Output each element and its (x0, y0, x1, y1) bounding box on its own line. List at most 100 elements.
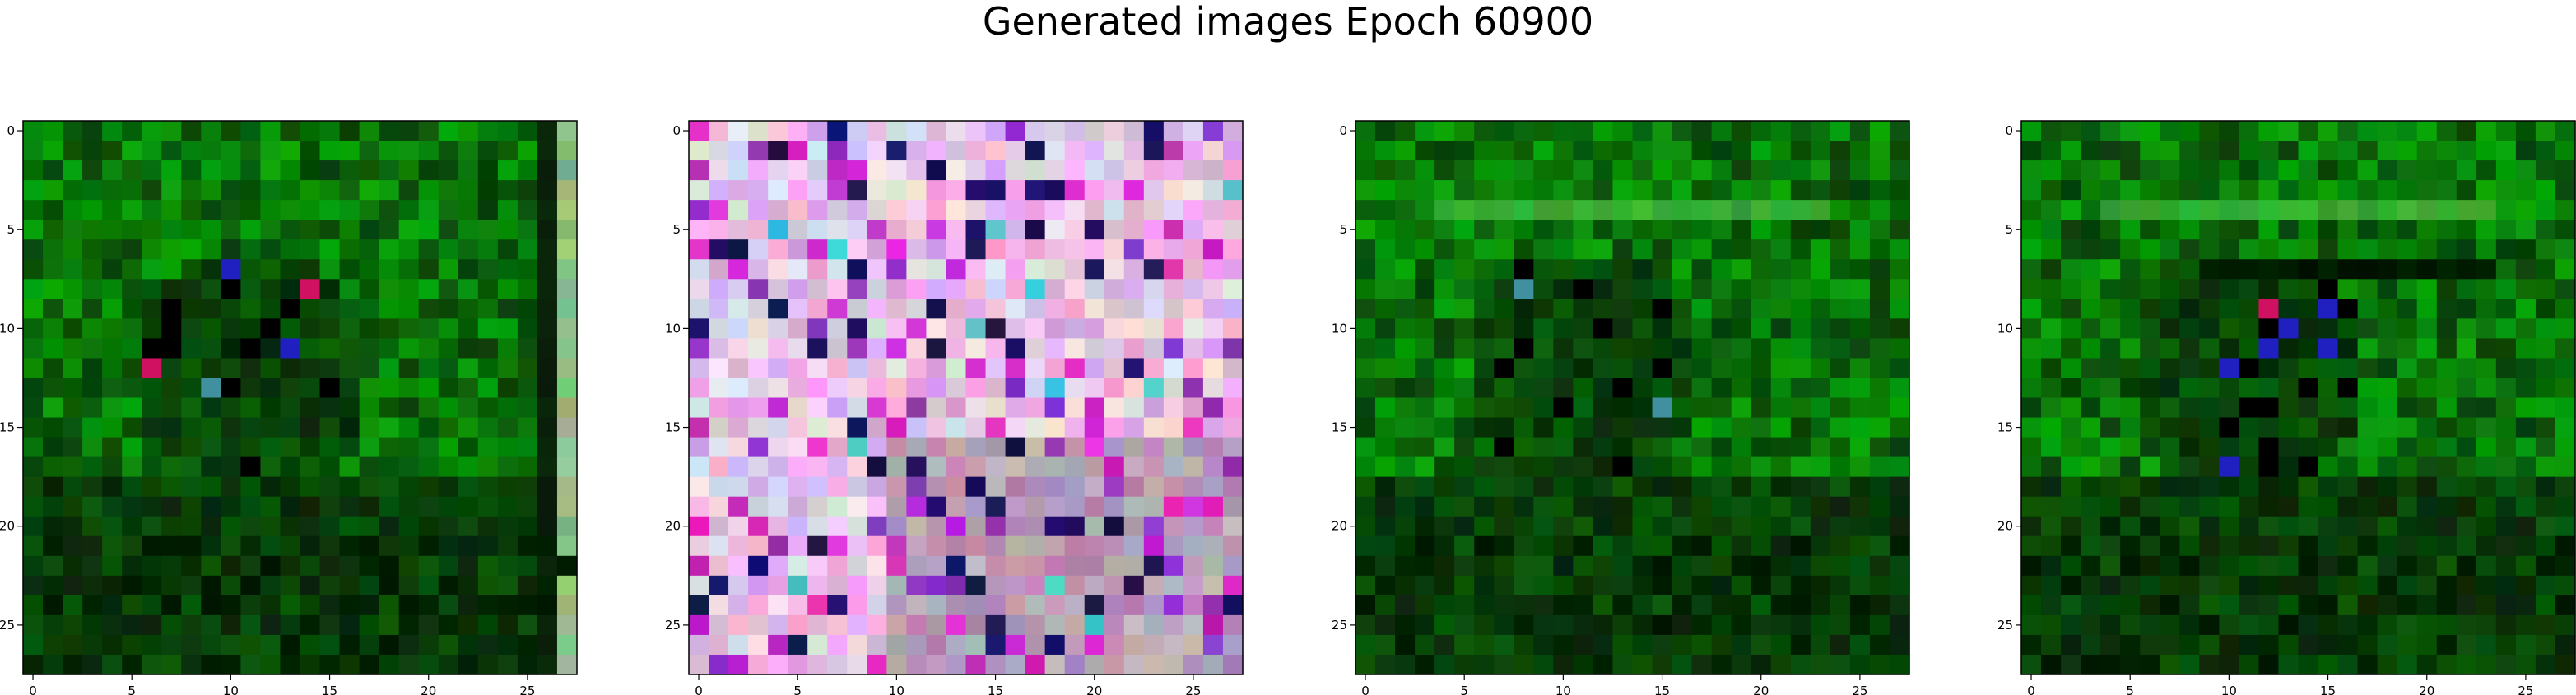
pixel (965, 397, 987, 419)
pixel (1810, 496, 1831, 517)
pixel (1869, 476, 1890, 498)
pixel (260, 555, 281, 577)
pixel (965, 338, 987, 359)
pixel (1163, 397, 1184, 419)
pixel (2377, 279, 2398, 299)
pixel (1183, 516, 1204, 537)
pixel (2199, 516, 2220, 537)
pixel (221, 200, 241, 220)
pixel (537, 575, 558, 596)
pixel (867, 417, 887, 438)
pixel (63, 456, 83, 478)
pixel (517, 318, 538, 339)
pixel (142, 160, 162, 181)
pixel (926, 516, 947, 537)
pixel (1104, 614, 1125, 636)
pixel (1415, 437, 1435, 458)
pixel (1494, 496, 1514, 517)
pixel (2041, 595, 2062, 616)
pixel (1849, 121, 1871, 141)
pixel (161, 496, 182, 517)
pixel (1044, 358, 1066, 379)
pixel (1691, 220, 1713, 240)
pixel (1751, 121, 1772, 141)
pixel (1202, 200, 1224, 220)
pixel (728, 417, 749, 438)
pixel (1415, 378, 1435, 399)
pixel (319, 259, 341, 280)
pixel (1355, 121, 1376, 141)
pixel (1830, 180, 1851, 201)
pixel (221, 595, 241, 616)
pixel (2357, 456, 2378, 478)
pixel (2179, 358, 2200, 379)
pixel (748, 575, 769, 596)
pixel (2535, 358, 2556, 379)
pixel (1514, 358, 1534, 379)
pixel (768, 417, 788, 438)
pixel (2318, 180, 2339, 201)
pixel (319, 160, 341, 181)
pixel (300, 160, 321, 181)
pixel (1183, 200, 1204, 220)
pixel (517, 437, 538, 458)
pixel (418, 535, 439, 557)
pixel (1104, 318, 1125, 339)
pixel (418, 200, 439, 220)
pixel (2061, 160, 2081, 181)
pixel (2120, 476, 2141, 498)
pixel (43, 160, 63, 181)
pixel (1533, 614, 1554, 636)
pixel (2298, 358, 2319, 379)
pixel (1770, 338, 1792, 359)
pixel (1869, 121, 1890, 141)
pixel (2278, 279, 2299, 299)
pixel (1830, 575, 1851, 596)
pixel (1494, 338, 1514, 359)
pixel (1672, 200, 1693, 220)
pixel (2456, 200, 2477, 220)
pixel (788, 516, 808, 537)
pixel (319, 614, 341, 636)
pixel (537, 456, 558, 478)
pixel (1044, 516, 1066, 537)
pixel (339, 654, 360, 675)
pixel (102, 318, 123, 339)
pixel (477, 141, 499, 161)
pixel (1434, 220, 1455, 240)
pixel (2318, 634, 2339, 656)
pixel (319, 595, 341, 616)
pixel (2456, 121, 2477, 141)
pixel (1770, 614, 1792, 636)
pixel (2140, 141, 2160, 161)
pixel (1514, 614, 1534, 636)
pixel (709, 417, 729, 438)
pixel (709, 476, 729, 498)
pixel (359, 200, 380, 220)
pixel (946, 299, 967, 319)
pixel (2456, 180, 2477, 201)
pixel (2515, 220, 2536, 240)
pixel (768, 220, 788, 240)
axes-frame (2020, 120, 2576, 675)
pixel (1632, 496, 1653, 517)
pixel (709, 259, 729, 280)
pixel (2081, 318, 2101, 339)
pixel (2021, 279, 2042, 299)
pixel (1810, 575, 1831, 596)
pixel (82, 555, 103, 577)
pixel (1810, 239, 1831, 260)
pixel (2219, 575, 2239, 596)
pixel (1183, 575, 1204, 596)
pixel (2476, 279, 2497, 299)
pixel (2258, 575, 2280, 596)
pixel (359, 160, 380, 181)
pixel (1434, 456, 1455, 478)
pixel (965, 555, 987, 577)
pixel (1849, 516, 1871, 537)
pixel (965, 496, 987, 517)
pixel (1790, 614, 1811, 636)
pixel (2081, 476, 2101, 498)
pixel (2100, 634, 2121, 656)
